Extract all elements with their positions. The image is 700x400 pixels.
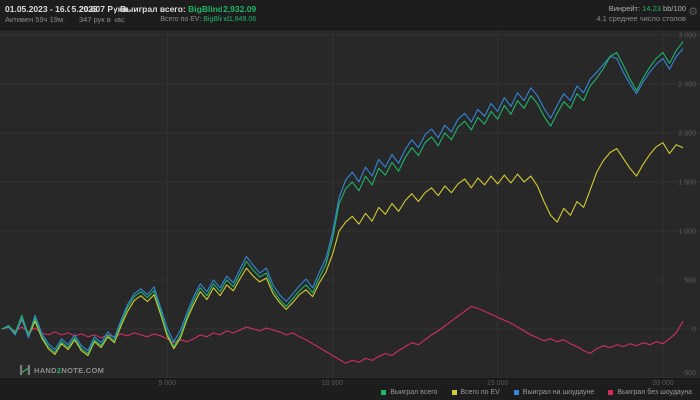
avg-tables: 4.1 среднее число столов: [596, 14, 686, 23]
active-time: Активен 59ч 19м: [5, 15, 64, 24]
header-divider: [113, 3, 114, 27]
legend-swatch-icon: [513, 390, 519, 395]
winrate-value: 14.23: [642, 4, 661, 13]
date-range: 01.05.2023 - 16.05.2023: [5, 4, 98, 14]
series-line-4: [1, 305, 684, 364]
legend-swatch-icon: [608, 390, 614, 395]
logo-text-2: 2: [56, 365, 62, 375]
y-axis-label: -500: [682, 370, 696, 377]
legend-item-4[interactable]: Выиграл без шоудауна: [608, 389, 692, 396]
hands-count: 20 607 Руки: [79, 4, 128, 14]
y-axis-label: 500: [684, 277, 696, 284]
legend-label: Выиграл без шоудауна: [617, 389, 692, 396]
settings-gear-icon[interactable]: ⚙: [688, 6, 698, 18]
hands-block: 20 607 Руки 347 рук в час: [79, 4, 127, 25]
legend-label: Выиграл всего: [390, 389, 438, 396]
hand2note-logo-icon: [20, 365, 30, 375]
winrate-unit: bb/100: [663, 4, 686, 13]
x-axis-label: 10 000: [321, 380, 344, 387]
header-divider: [70, 3, 71, 27]
logo-text-pre: HAND: [34, 365, 57, 375]
winnings-graph[interactable]: 3 000 2 500 2 000 1 500 1 000 500 0 -500: [0, 30, 700, 378]
stats-header: 01.05.2023 - 16.05.2023 Активен 59ч 19м …: [0, 0, 700, 30]
legend-label: Всего по EV: [460, 389, 500, 396]
hand2note-logo: HAND2NOTE.COM: [20, 365, 104, 375]
winnings-block: Выиграл всего: BigBlind2,932.09 Всего по…: [120, 4, 256, 25]
date-range-block: 01.05.2023 - 16.05.2023 Активен 59ч 19м: [5, 4, 98, 25]
series-line-2: [1, 142, 684, 357]
y-axis-label: 1 500: [678, 179, 696, 186]
legend-swatch-icon: [451, 390, 457, 395]
header-divider: [222, 3, 223, 27]
y-axis-label: 2 000: [678, 130, 696, 137]
x-axis-label: 15 000: [486, 380, 509, 387]
x-axis-label: 5 000: [158, 380, 176, 387]
hands-per-hour: 347 рук в час: [79, 15, 125, 24]
x-axis-label: 20 000: [652, 380, 674, 387]
won-total-label: Выиграл всего:: [120, 4, 186, 14]
legend-label: Выиграл на шоудауне: [522, 389, 595, 396]
logo-text-post: NOTE.COM: [61, 365, 105, 375]
graph-footer: 5 000 10 000 15 000 20 000 Выиграл всего Все…: [0, 378, 700, 400]
series-line-3: [1, 48, 684, 352]
y-axis-label: 0: [692, 326, 696, 333]
winrate-block: Винрейт: 14.23 bb/100 4.1 среднее число …: [596, 4, 686, 24]
series-line-1: [1, 41, 684, 355]
legend-swatch-icon: [381, 390, 387, 395]
graph-canvas[interactable]: 3 000 2 500 2 000 1 500 1 000 500 0 -500: [0, 30, 700, 378]
y-axis-label: 3 000: [678, 32, 696, 39]
ev-value: BigBlind1,849.06: [203, 16, 257, 23]
y-axis-label: 1 000: [678, 228, 696, 235]
legend-item-2[interactable]: Всего по EV: [451, 389, 500, 396]
winrate-label: Винрейт:: [608, 4, 641, 13]
graph-legend: Выиграл всего Всего по EV Выиграл на шоуда…: [381, 389, 692, 396]
ev-label: Всего по EV:: [160, 16, 202, 23]
legend-item-1[interactable]: Выиграл всего: [381, 389, 438, 396]
y-axis-label: 2 500: [678, 81, 696, 88]
legend-item-3[interactable]: Выиграл на шоудауне: [513, 389, 595, 396]
